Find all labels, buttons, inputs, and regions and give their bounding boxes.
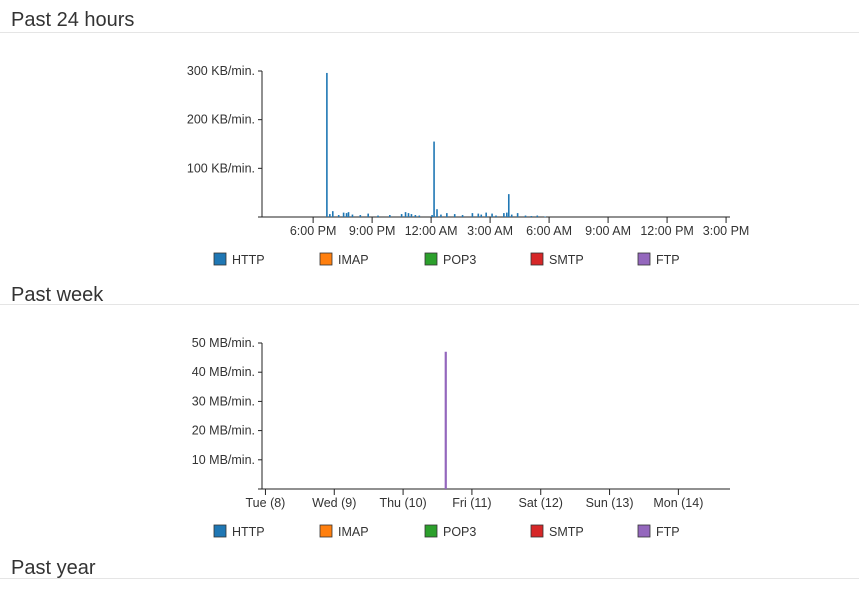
x-tick-label: Sat (12) [519, 496, 563, 510]
x-tick-label: Wed (9) [312, 496, 356, 510]
bar-http [431, 215, 433, 217]
bar-http [544, 216, 546, 218]
bar-http [480, 214, 483, 217]
bar-http [485, 212, 487, 217]
chart-past-week: 10 MB/min. 20 MB/min. 30 MB/min. 40 MB/min.… [192, 336, 730, 539]
x-tick-label: 12:00 AM [405, 224, 458, 238]
bar-http [440, 214, 442, 217]
x-tick-label: 9:00 AM [585, 224, 631, 238]
bar-http [342, 212, 345, 217]
bar-http [471, 213, 474, 217]
bar-http [410, 214, 413, 217]
bar-http [389, 215, 391, 217]
y-tick-label: 40 MB/min. [192, 365, 255, 379]
bar-http [503, 213, 505, 217]
legend-label-ftp: FTP [656, 253, 680, 267]
y-tick-label: 20 MB/min. [192, 424, 255, 438]
legend-swatch-http [213, 524, 227, 538]
legend-swatch-ftp [637, 252, 651, 266]
bar-http [446, 213, 448, 217]
bar-http [491, 213, 493, 217]
legend-label-pop3: POP3 [443, 253, 476, 267]
bar-http [329, 214, 331, 217]
bar-http [461, 215, 464, 217]
section-divider [0, 32, 859, 33]
bar-http [351, 214, 354, 217]
bar-http [524, 215, 527, 217]
bar-http [404, 212, 407, 217]
legend-label-ftp: FTP [656, 525, 680, 539]
section-title-past-week: Past week [11, 284, 104, 306]
section-divider [0, 304, 859, 305]
legend-label-http: HTTP [232, 525, 265, 539]
legend-swatch-imap [319, 252, 333, 266]
bar-http [359, 215, 362, 217]
bar-ftp [444, 351, 447, 489]
legend-swatch-pop3 [424, 524, 438, 538]
legend-label-http: HTTP [232, 253, 265, 267]
bar-http [477, 213, 480, 217]
legend-swatch-imap [319, 524, 333, 538]
bar-http [418, 215, 421, 217]
bar-http [433, 141, 435, 217]
x-tick-label: Mon (14) [653, 496, 703, 510]
x-tick-label: 6:00 PM [290, 224, 337, 238]
y-tick-label: 50 MB/min. [192, 336, 255, 350]
bar-http [347, 212, 350, 217]
bar-http [331, 211, 334, 217]
bar-http [337, 215, 340, 217]
x-tick-label: 9:00 PM [349, 224, 396, 238]
y-tick-label: 200 KB/min. [187, 113, 255, 127]
bar-http [506, 212, 508, 217]
x-tick-label: Thu (10) [379, 496, 426, 510]
x-tick-label: 6:00 AM [526, 224, 572, 238]
legend-swatch-http [213, 252, 227, 266]
x-tick-label: Fri (11) [452, 496, 491, 510]
legend-label-imap: IMAP [338, 253, 369, 267]
x-tick-label: 12:00 PM [640, 224, 694, 238]
legend-swatch-smtp [530, 524, 544, 538]
legend-label-pop3: POP3 [443, 525, 476, 539]
bar-http [536, 215, 539, 217]
bar-http [530, 216, 533, 217]
section-title-past-year: Past year [11, 557, 96, 579]
bar-http [326, 72, 328, 217]
y-tick-label: 100 KB/min. [187, 161, 255, 175]
x-tick-label: 3:00 PM [703, 224, 750, 238]
bar-http [516, 213, 519, 217]
bar-http [377, 215, 379, 217]
x-tick-label: Sun (13) [586, 496, 634, 510]
legend-swatch-pop3 [424, 252, 438, 266]
y-tick-label: 300 KB/min. [187, 64, 255, 78]
bar-http [400, 214, 403, 217]
chart-past-24-hours: 100 KB/min. 200 KB/min. 300 KB/min. 6:00 PM… [187, 64, 750, 267]
bar-http [507, 194, 510, 217]
legend-label-smtp: SMTP [549, 525, 584, 539]
bar-http [345, 213, 348, 217]
y-tick-label: 30 MB/min. [192, 394, 255, 408]
section-divider [0, 578, 859, 579]
legend-label-smtp: SMTP [549, 253, 584, 267]
bar-http [367, 213, 369, 217]
bar-http [414, 215, 417, 217]
legend-swatch-ftp [637, 524, 651, 538]
y-tick-label: 10 MB/min. [192, 453, 255, 467]
legend-label-imap: IMAP [338, 525, 369, 539]
section-title-past-24-hours: Past 24 hours [11, 9, 135, 31]
bar-http [510, 214, 513, 217]
x-tick-label: 3:00 AM [467, 224, 513, 238]
bar-http [407, 213, 410, 217]
legend-swatch-smtp [530, 252, 544, 266]
bar-http [436, 209, 438, 217]
x-tick-label: Tue (8) [246, 496, 286, 510]
bar-http [453, 214, 456, 217]
bar-http [495, 215, 497, 217]
